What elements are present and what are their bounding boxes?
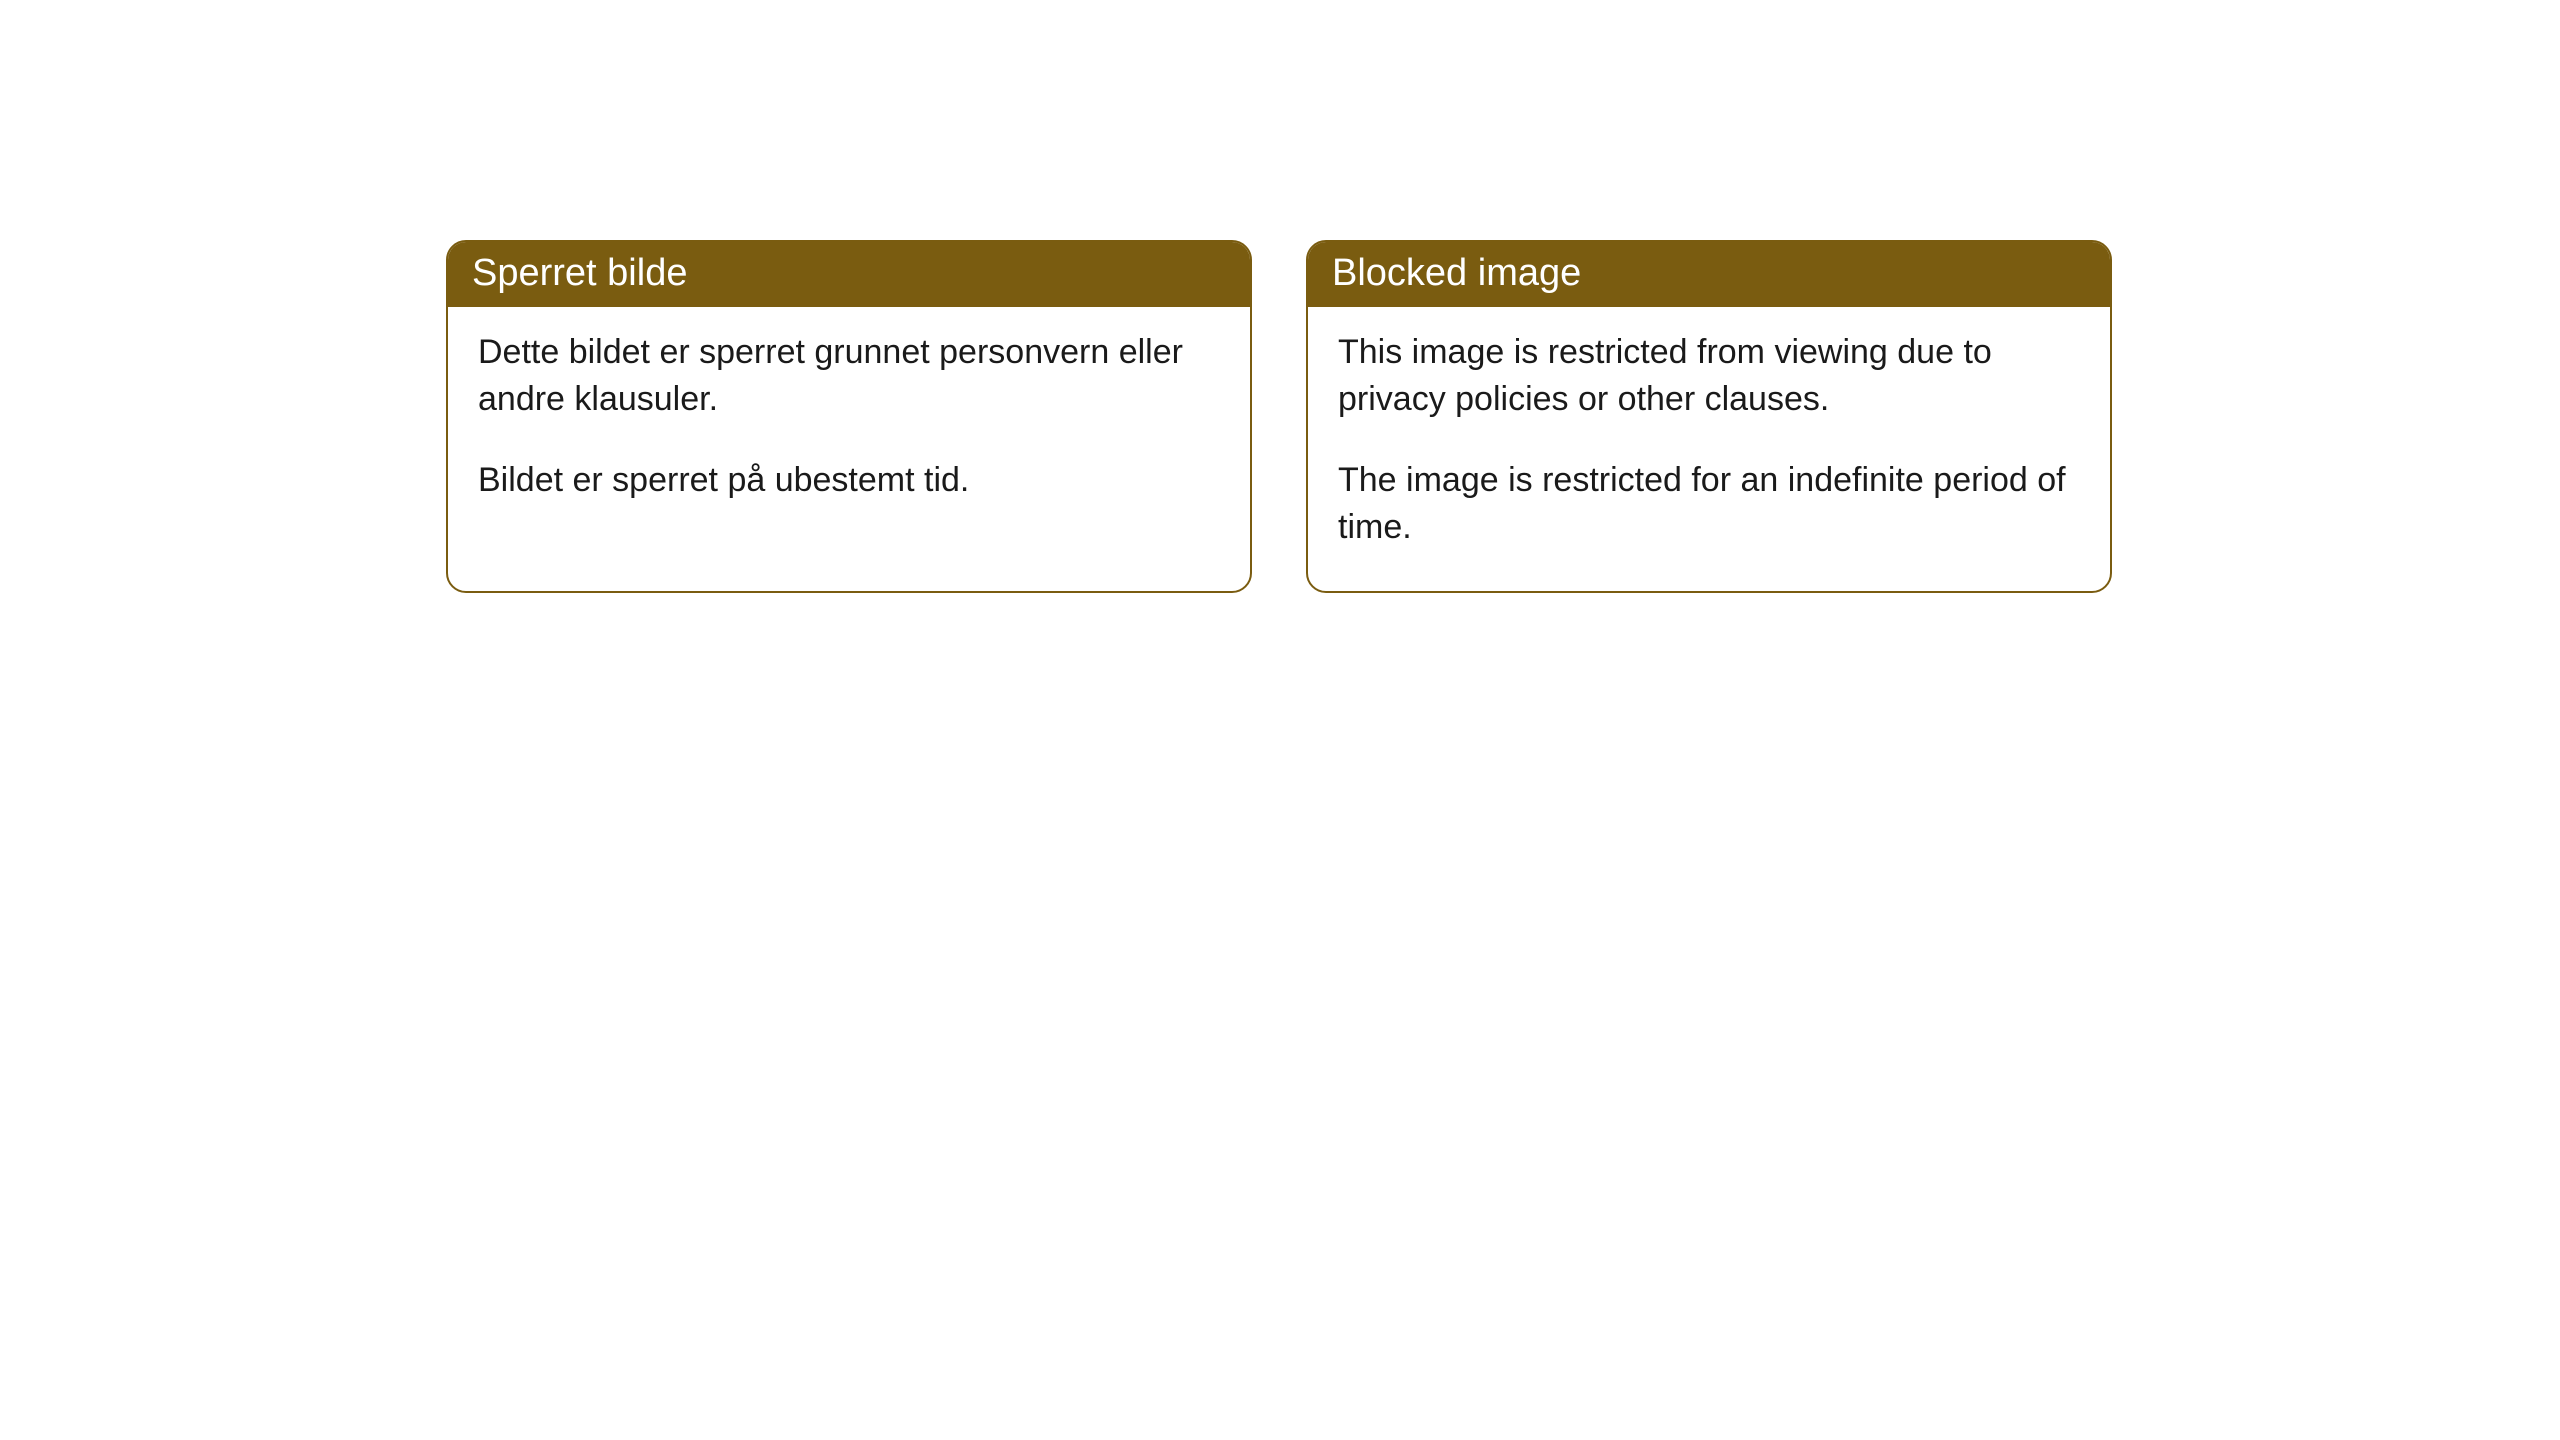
- card-paragraph-1: This image is restricted from viewing du…: [1338, 329, 2080, 423]
- card-header: Blocked image: [1308, 242, 2110, 307]
- blocked-image-card-norwegian: Sperret bilde Dette bildet er sperret gr…: [446, 240, 1252, 593]
- card-body: This image is restricted from viewing du…: [1308, 307, 2110, 591]
- card-paragraph-1: Dette bildet er sperret grunnet personve…: [478, 329, 1220, 423]
- notice-container: Sperret bilde Dette bildet er sperret gr…: [0, 0, 2560, 593]
- card-title: Blocked image: [1332, 252, 1581, 294]
- card-paragraph-2: Bildet er sperret på ubestemt tid.: [478, 457, 1220, 504]
- blocked-image-card-english: Blocked image This image is restricted f…: [1306, 240, 2112, 593]
- card-paragraph-2: The image is restricted for an indefinit…: [1338, 457, 2080, 551]
- card-body: Dette bildet er sperret grunnet personve…: [448, 307, 1250, 544]
- card-title: Sperret bilde: [472, 252, 687, 294]
- card-header: Sperret bilde: [448, 242, 1250, 307]
